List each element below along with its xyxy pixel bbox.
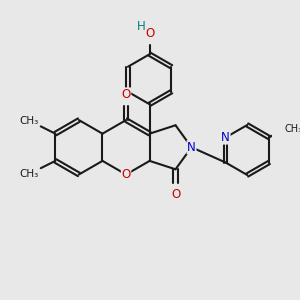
- Text: CH₃: CH₃: [19, 116, 39, 126]
- Text: N: N: [187, 141, 196, 154]
- Text: O: O: [145, 27, 154, 40]
- Text: H: H: [136, 20, 145, 33]
- Text: O: O: [122, 88, 131, 101]
- Text: O: O: [171, 188, 180, 201]
- Text: N: N: [221, 131, 230, 144]
- Text: O: O: [122, 168, 131, 181]
- Text: CH₃: CH₃: [284, 124, 300, 134]
- Text: CH₃: CH₃: [19, 169, 39, 179]
